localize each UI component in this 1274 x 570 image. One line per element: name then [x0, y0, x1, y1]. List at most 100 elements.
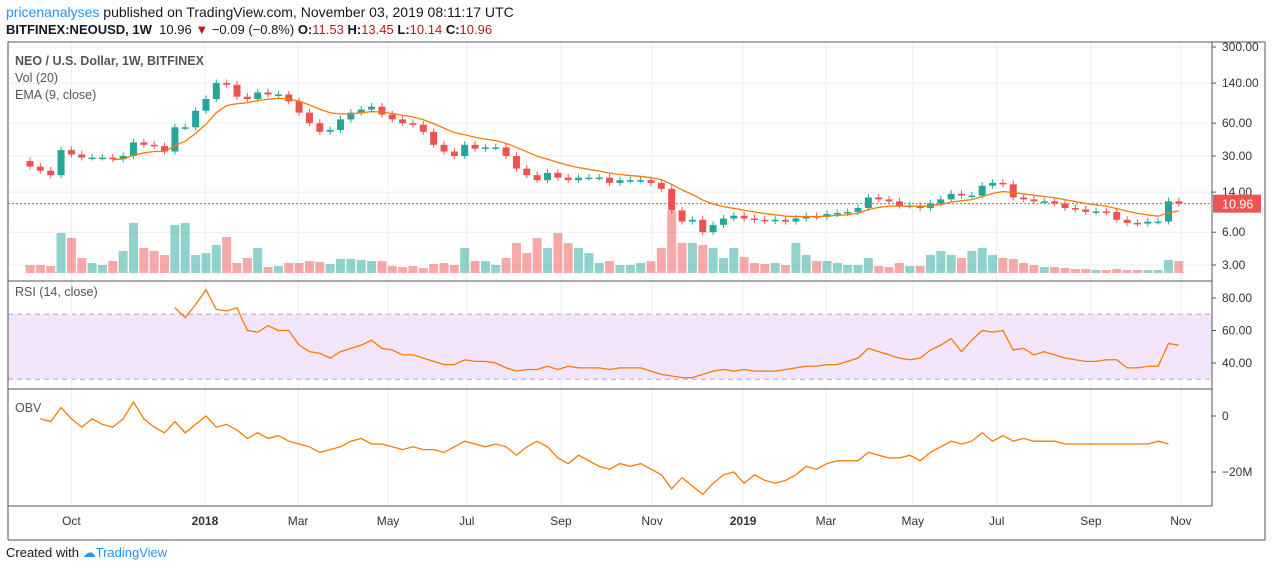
candle: [833, 212, 841, 215]
volume-bar: [222, 237, 232, 273]
candle: [699, 219, 707, 233]
candle: [647, 180, 655, 183]
low-value: 10.14: [409, 22, 443, 37]
volume-bar: [1029, 265, 1039, 273]
volume-bar: [687, 243, 697, 273]
volume-bar: [615, 265, 625, 273]
candle: [678, 210, 686, 222]
price-axis-label: 6.00: [1222, 225, 1246, 239]
volume-bar: [491, 265, 501, 273]
candle: [844, 211, 852, 214]
volume-bar: [532, 238, 542, 273]
volume-bar: [646, 261, 656, 273]
volume-bar: [698, 245, 708, 273]
last-price-label: 10.96: [1222, 198, 1253, 212]
volume-bar: [998, 258, 1008, 273]
time-axis-label: 2018: [192, 514, 219, 528]
price-axis-label: 300.00: [1222, 40, 1259, 54]
close-value: 10.96: [459, 22, 493, 37]
volume-bar: [253, 248, 263, 273]
candle: [150, 144, 158, 147]
volume-bar: [1122, 270, 1132, 273]
volume-bar: [170, 225, 180, 273]
candle: [1175, 201, 1183, 204]
volume-bar: [1143, 270, 1153, 273]
candle: [885, 199, 893, 202]
candle: [719, 218, 727, 225]
candle: [378, 106, 386, 115]
volume-bar: [1060, 268, 1070, 273]
volume-bar: [543, 248, 552, 273]
candle: [223, 83, 231, 85]
ema-line: [112, 97, 1179, 218]
volume-bar: [408, 266, 418, 273]
volume-bar: [87, 263, 97, 273]
volume-bar: [377, 261, 387, 273]
volume-bar: [1019, 263, 1029, 273]
candle: [347, 112, 355, 120]
time-axis-label: Mar: [816, 514, 837, 528]
publish-info: pricenanalyses published on TradingView.…: [6, 4, 514, 20]
volume-bar: [1081, 269, 1091, 273]
volume-bar: [211, 245, 221, 273]
volume-bar: [449, 265, 459, 273]
candle: [999, 182, 1007, 185]
tradingview-link[interactable]: TradingView: [95, 545, 168, 560]
high-value: 13.45: [361, 22, 394, 37]
publisher-link[interactable]: pricenanalyses: [6, 4, 100, 20]
candle: [285, 94, 293, 102]
volume-bar: [718, 258, 728, 273]
volume-bar: [294, 263, 304, 273]
volume-bar: [77, 258, 87, 273]
created-with: Created with: [6, 545, 79, 560]
volume-bar: [946, 255, 956, 273]
candle: [761, 219, 769, 222]
volume-bar: [315, 262, 325, 273]
volume-bar: [936, 251, 946, 273]
volume-bar: [263, 267, 273, 273]
time-axis-label: Sep: [550, 514, 572, 528]
candle: [119, 156, 127, 160]
time-axis-label: Nov: [1170, 514, 1191, 528]
volume-bar: [843, 265, 853, 273]
candle: [968, 195, 976, 198]
candle: [657, 182, 665, 189]
volume-bar: [760, 264, 770, 273]
volume-bar: [191, 255, 201, 273]
volume-bar: [915, 266, 925, 273]
volume-bar: [46, 266, 56, 273]
candle: [88, 157, 96, 160]
candle: [575, 177, 583, 181]
rsi-axis-label: 80.00: [1222, 291, 1252, 305]
candle: [450, 151, 458, 156]
candle: [523, 168, 531, 176]
volume-bar: [1008, 259, 1018, 273]
legend-vol: Vol (20): [15, 71, 59, 85]
volume-bar: [584, 253, 594, 273]
time-axis-label: 2019: [730, 514, 757, 528]
candle: [1165, 201, 1172, 222]
volume-bar: [201, 253, 211, 273]
candle: [989, 182, 997, 186]
volume-bar: [118, 251, 128, 273]
volume-bar: [429, 264, 439, 273]
volume-bar: [501, 258, 511, 273]
volume-bar: [625, 265, 635, 273]
candle: [1092, 211, 1100, 213]
volume-bar: [35, 265, 45, 273]
candle: [1009, 184, 1017, 198]
volume-bar: [677, 243, 687, 273]
volume-bar: [553, 233, 563, 273]
candle: [202, 99, 210, 111]
volume-bar: [770, 263, 780, 273]
candle: [616, 180, 624, 183]
volume-bar: [160, 255, 170, 273]
volume-bar: [1050, 267, 1060, 273]
o-label: O:: [297, 22, 313, 37]
candle: [47, 170, 55, 176]
volume-bar: [729, 248, 739, 273]
volume-bar: [781, 265, 791, 273]
volume-bar: [1164, 260, 1173, 273]
volume-bar: [739, 257, 749, 273]
